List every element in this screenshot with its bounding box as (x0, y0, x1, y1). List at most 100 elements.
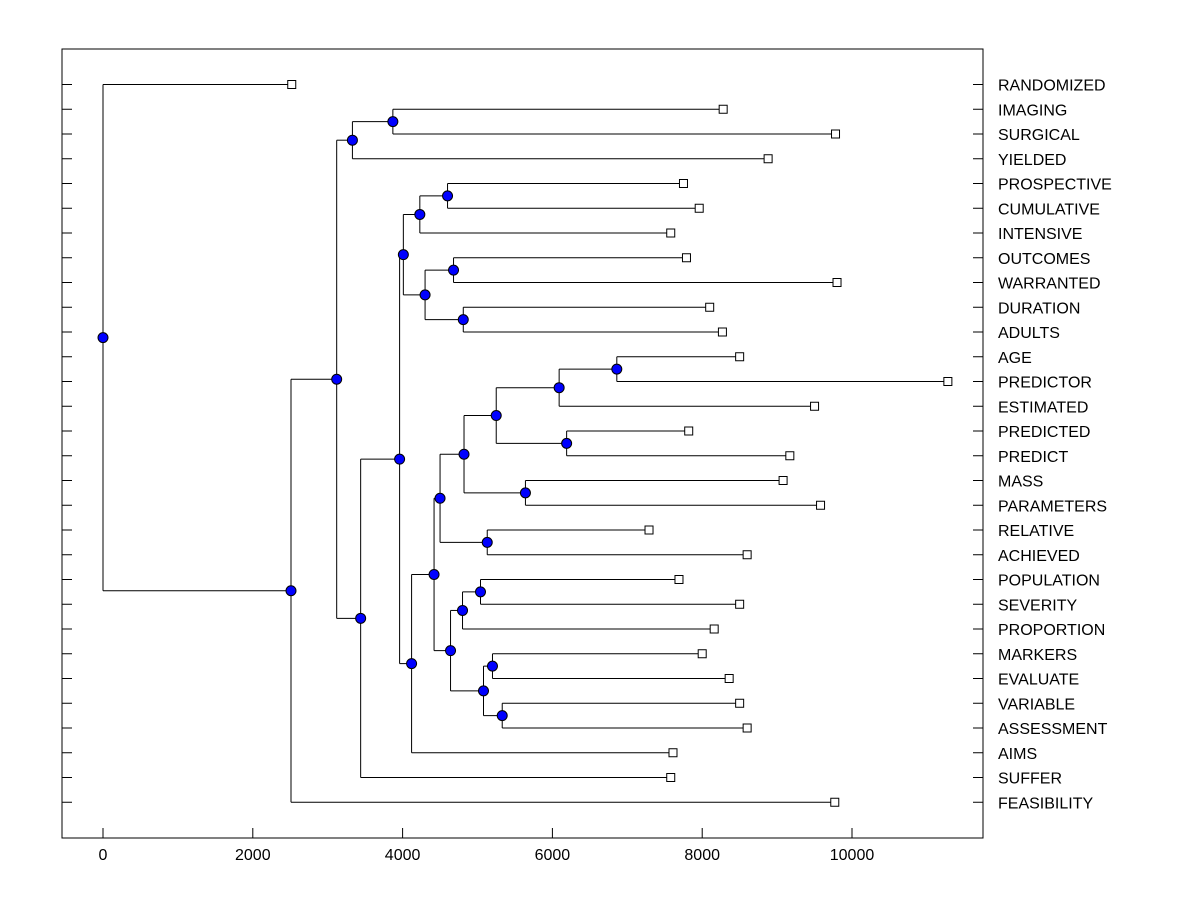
leaf-label: SEVERITY (998, 597, 1077, 614)
plot-frame (61, 48, 984, 839)
leaf-marker (668, 748, 678, 758)
cluster-node-marker (611, 363, 623, 375)
leaf-marker (831, 129, 841, 139)
leaf-label: MARKERS (998, 647, 1077, 664)
leaf-label: DURATION (998, 300, 1080, 317)
leaf-marker (742, 723, 752, 733)
cluster-node-marker (434, 492, 446, 504)
leaf-label: RANDOMIZED (998, 78, 1106, 95)
cluster-node-marker (428, 568, 440, 580)
x-axis: 0 2000 4000 6000 8000 10000 (99, 828, 875, 864)
cluster-node-marker (496, 710, 508, 722)
leaf-marker (810, 401, 820, 411)
cluster-node-marker (477, 685, 489, 697)
leaf-marker (778, 476, 788, 485)
leaf-label: INTENSIVE (998, 226, 1082, 243)
leaf-label: MASS (998, 474, 1043, 491)
cluster-node-marker (481, 536, 493, 548)
leaf-marker (735, 599, 745, 609)
leaf-label: EVALUATE (998, 672, 1079, 689)
leaf-marker (705, 302, 715, 312)
leaf-marker (644, 525, 654, 535)
leaf-marker (287, 80, 297, 89)
leaf-label: YIELDED (998, 152, 1066, 169)
x-tick-label: 2000 (235, 847, 271, 864)
leaf-marker (718, 104, 728, 114)
leaf-marker (697, 649, 707, 659)
leaf-label: ESTIMATED (998, 399, 1088, 416)
leaf-label: RELATIVE (998, 523, 1074, 540)
leaf-marker (681, 253, 691, 263)
leaf-marker (742, 550, 752, 560)
leaf-marker (724, 674, 734, 683)
x-tick-label: 4000 (385, 847, 421, 864)
leaf-label: SUFFER (998, 771, 1062, 788)
leaf-markers (287, 80, 953, 807)
x-tick-label: 8000 (684, 847, 720, 864)
leaf-marker (674, 575, 684, 584)
leaf-label: PROPORTION (998, 622, 1105, 639)
leaf-labels: RANDOMIZED IMAGING SURGICAL YIELDED PROSPECT… (998, 78, 1112, 813)
cluster-node-marker (394, 453, 406, 465)
leaf-label: POPULATION (998, 573, 1100, 590)
cluster-node-marker (346, 134, 358, 146)
x-tick-label: 0 (99, 847, 108, 864)
leaf-marker (830, 797, 840, 807)
leaf-label: ADULTS (998, 325, 1060, 342)
leaf-label: VARIABLE (998, 696, 1075, 713)
row-ticks (62, 84, 983, 803)
cluster-node-marker (406, 658, 418, 670)
leaf-marker (735, 352, 745, 362)
cluster-node-marker (474, 586, 486, 598)
leaf-label: SURGICAL (998, 127, 1080, 144)
cluster-node-marker (561, 437, 573, 449)
leaf-marker (943, 377, 953, 386)
cluster-node-marker (355, 612, 367, 624)
leaf-label: PREDICTED (998, 424, 1090, 441)
leaf-label: CUMULATIVE (998, 201, 1100, 218)
leaf-label: AGE (998, 350, 1032, 367)
leaf-marker (666, 773, 676, 782)
cluster-node-marker (445, 645, 457, 657)
cluster-node-marker (457, 604, 469, 616)
leaf-marker (816, 500, 826, 510)
cluster-node-marker (97, 332, 109, 344)
leaf-marker (785, 451, 795, 461)
cluster-node-marker (397, 249, 409, 261)
leaf-label: PROSPECTIVE (998, 177, 1112, 194)
cluster-node-marker (458, 448, 470, 460)
tree-lines (102, 84, 948, 803)
x-tick-label: 10000 (830, 847, 875, 864)
leaf-marker (666, 228, 676, 238)
cluster-node-marker (553, 382, 565, 394)
leaf-label: PARAMETERS (998, 498, 1107, 515)
leaf-marker (709, 624, 719, 634)
leaf-label: PREDICT (998, 449, 1068, 466)
leaf-label: OUTCOMES (998, 251, 1090, 268)
cluster-node-marker (285, 585, 297, 597)
leaf-marker (735, 698, 745, 708)
cluster-node-marker (419, 289, 431, 301)
leaf-marker (763, 154, 773, 164)
cluster-node-marker (486, 660, 498, 672)
cluster-node-marker (457, 314, 469, 326)
leaf-label: ASSESSMENT (998, 721, 1108, 738)
cluster-node-marker (387, 116, 399, 128)
cluster-node-marker (331, 373, 343, 385)
leaf-label: PREDICTOR (998, 375, 1092, 392)
cluster-node-marker (490, 410, 502, 422)
cluster-node-marker (442, 190, 454, 202)
leaf-marker (694, 203, 704, 213)
leaf-label: FEASIBILITY (998, 795, 1093, 812)
leaf-marker (678, 179, 688, 188)
leaf-marker (832, 278, 842, 287)
cluster-node-marker (519, 487, 531, 499)
x-tick-label: 6000 (535, 847, 571, 864)
node-markers (97, 116, 623, 722)
leaf-label: IMAGING (998, 102, 1067, 119)
leaf-marker (684, 426, 694, 436)
cluster-node-marker (414, 208, 426, 220)
leaf-label: ACHIEVED (998, 548, 1080, 565)
leaf-marker (717, 327, 727, 337)
